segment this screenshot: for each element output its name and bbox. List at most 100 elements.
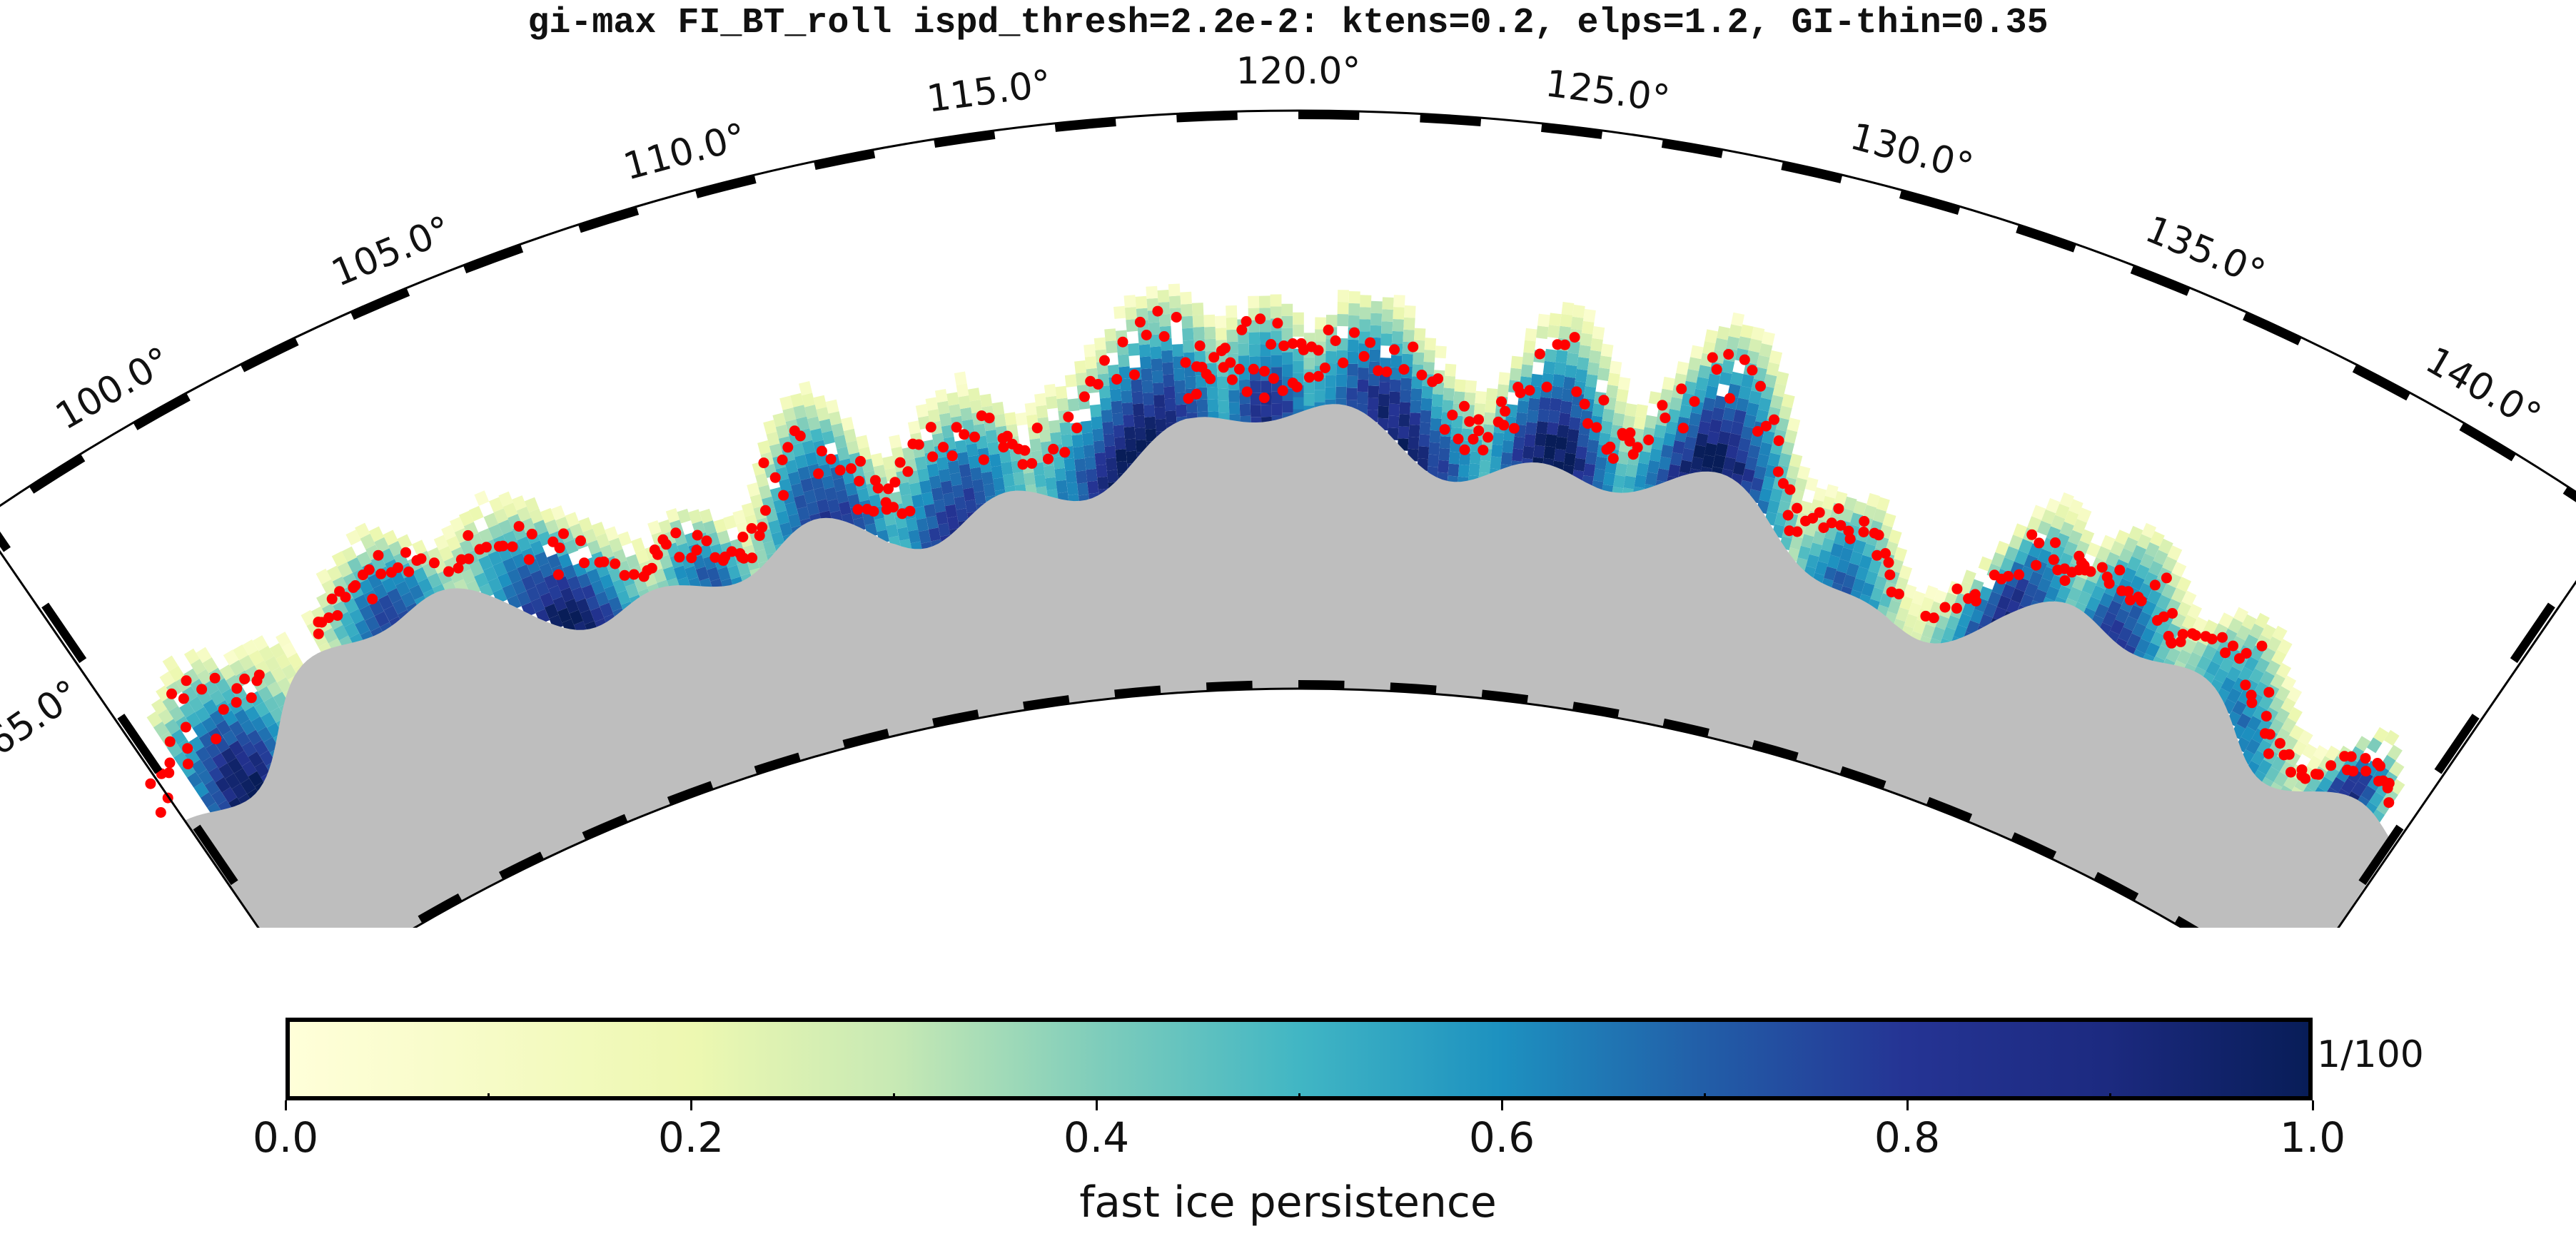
fast-ice-cell — [2067, 587, 2082, 602]
fast-ice-cell — [1887, 599, 1901, 614]
fast-ice-cell — [1083, 445, 1096, 458]
frame-outer-arc-segment — [2016, 224, 2076, 253]
grounded-iceberg-marker — [1071, 422, 1083, 434]
fast-ice-cell — [483, 566, 498, 582]
fast-ice-cell — [1076, 470, 1088, 484]
fast-ice-cell — [1168, 283, 1181, 297]
grounded-iceberg-marker — [1019, 445, 1031, 456]
grounded-iceberg-marker — [1063, 411, 1074, 422]
fast-ice-cell — [1978, 586, 1993, 602]
fast-ice-cell — [1722, 457, 1737, 471]
grounded-iceberg-marker — [323, 612, 335, 624]
fast-ice-cell — [1126, 318, 1138, 333]
fast-ice-cell — [2036, 520, 2051, 536]
fast-ice-cell — [846, 440, 859, 455]
fast-ice-cell — [1512, 436, 1525, 450]
fast-ice-cell — [1679, 460, 1692, 474]
fast-ice-cell — [1739, 324, 1754, 339]
fast-ice-cell — [1096, 464, 1108, 478]
fast-ice-cell — [1704, 442, 1717, 457]
fast-ice-cell — [747, 482, 761, 497]
fast-ice-cell — [817, 499, 830, 513]
fast-ice-cell — [838, 501, 852, 516]
fast-ice-cell — [707, 567, 720, 582]
fast-ice-cell — [2257, 717, 2273, 734]
fast-ice-cell — [221, 747, 237, 764]
fast-ice-cell — [242, 639, 258, 656]
fast-ice-cell — [1794, 477, 1808, 492]
frame-outer-arc-segment — [814, 149, 876, 171]
fast-ice-cell — [263, 696, 279, 713]
fast-ice-cell — [779, 478, 792, 493]
frame-inner-arc-segment — [1114, 685, 1161, 699]
grounded-iceberg-marker — [340, 592, 351, 603]
fast-ice-cell — [2355, 736, 2371, 752]
fast-ice-cell — [229, 659, 246, 677]
grounded-iceberg-marker — [1970, 595, 1981, 607]
fast-ice-cell — [617, 589, 631, 605]
fast-ice-cell — [717, 530, 731, 545]
grounded-iceberg-marker — [1676, 383, 1687, 395]
grounded-iceberg-marker — [2264, 729, 2276, 740]
fast-ice-cell — [2246, 716, 2262, 731]
fast-ice-cell — [1676, 361, 1689, 375]
fast-ice-cell — [2351, 781, 2367, 797]
fast-ice-cell — [1388, 415, 1400, 429]
grounded-iceberg-marker — [1826, 517, 1837, 529]
grounded-iceberg-marker — [1624, 435, 1635, 447]
grounded-iceberg-marker — [2166, 637, 2177, 649]
grounded-iceberg-marker — [181, 675, 192, 687]
grounded-iceberg-marker — [845, 463, 857, 475]
fast-ice-cell — [433, 535, 449, 551]
fast-ice-cell — [241, 741, 257, 757]
grounded-iceberg-marker — [1755, 380, 1766, 392]
fast-ice-cell — [1303, 393, 1315, 406]
fast-ice-cell — [168, 706, 185, 722]
fast-ice-cell — [1378, 405, 1389, 419]
fast-ice-cell — [779, 522, 793, 537]
frame-inner-arc-segment — [1481, 689, 1529, 704]
fast-ice-cell — [2123, 615, 2138, 632]
fast-ice-cell — [1896, 607, 1909, 622]
grounded-iceberg-marker — [1001, 430, 1013, 442]
fast-ice-cell — [1238, 343, 1250, 356]
fast-ice-cell — [766, 431, 780, 446]
grounded-iceberg-marker — [2123, 586, 2134, 597]
colorbar-tick — [1703, 1093, 1706, 1100]
fast-ice-cell — [2221, 677, 2236, 693]
fast-ice-cell — [915, 403, 929, 418]
fast-ice-cell — [1428, 454, 1439, 467]
fast-ice-cell — [1131, 379, 1143, 392]
fast-ice-cell — [1400, 390, 1412, 403]
fast-ice-cell — [1830, 542, 1844, 558]
fast-ice-cell — [1215, 328, 1227, 340]
grounded-iceberg-marker — [231, 696, 242, 708]
fast-ice-cell — [819, 418, 833, 433]
fast-ice-cell — [188, 736, 205, 752]
fast-ice-cell — [215, 776, 231, 793]
grounded-iceberg-marker — [1617, 427, 1628, 439]
fast-ice-cell — [1702, 397, 1716, 412]
fast-ice-cell — [1588, 350, 1602, 364]
fast-ice-cell — [1709, 419, 1722, 433]
fast-ice-cell — [1419, 422, 1431, 435]
fast-ice-cell — [834, 435, 847, 450]
fast-ice-cell — [2187, 604, 2203, 619]
fast-ice-cell — [983, 483, 996, 497]
fast-ice-cell — [1759, 442, 1772, 457]
fast-ice-cell — [843, 428, 857, 443]
fast-ice-cell — [741, 502, 755, 517]
longitude-label: 140.0° — [2418, 339, 2547, 438]
fast-ice-cell — [347, 557, 363, 573]
fast-ice-cell — [2032, 589, 2047, 604]
fast-ice-cell — [2243, 634, 2258, 650]
grounded-iceberg-marker — [1951, 602, 1962, 614]
grounded-iceberg-marker — [2283, 749, 2295, 760]
fast-ice-cell — [918, 530, 931, 544]
fast-ice-cell — [1418, 446, 1430, 460]
fast-ice-cell — [267, 681, 283, 697]
frame-side-segment — [0, 531, 11, 552]
fast-ice-cell — [2121, 567, 2137, 583]
fast-ice-cell — [1660, 444, 1674, 459]
fast-ice-cell — [1527, 397, 1540, 412]
